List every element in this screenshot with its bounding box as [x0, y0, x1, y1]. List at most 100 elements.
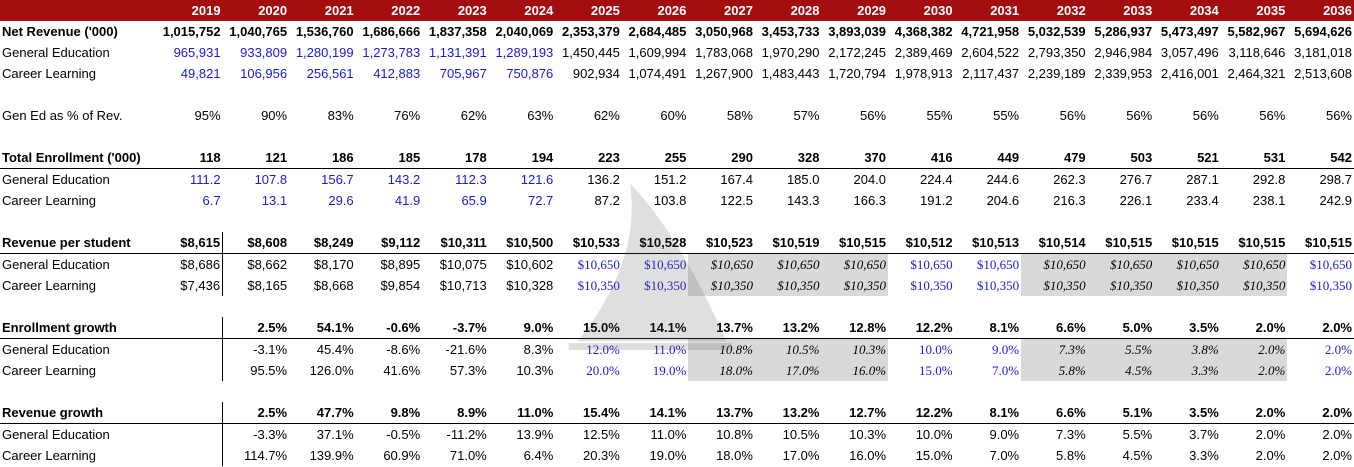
cell-rev-per-student-2034[interactable]: $10,515 — [1154, 232, 1221, 254]
cell-eg-career-2031[interactable]: 7.0% — [992, 363, 1020, 378]
cell-enr-gen-ed-2025[interactable]: 136.2 — [587, 172, 620, 187]
cell-total-enrollment-2031[interactable]: 449 — [954, 147, 1022, 169]
cell-eg-gen-ed-2019[interactable] — [156, 339, 223, 361]
cell-rev-gen-ed-2028[interactable]: 1,970,290 — [761, 45, 820, 60]
cell-rev-gen-ed-2032[interactable]: 2,793,350 — [1027, 45, 1086, 60]
cell-rev-career-2030[interactable]: 1,978,913 — [894, 66, 953, 81]
cell-rev-per-student-2028[interactable]: $10,519 — [754, 232, 822, 254]
cell-rev-career-2021[interactable]: 256,561 — [306, 66, 354, 81]
cell-rps-career-2027[interactable]: $10,350 — [688, 275, 755, 296]
cell-rps-career-2019[interactable]: $7,436 — [180, 278, 221, 293]
cell-rg-gen-ed-2023[interactable]: -11.2% — [446, 427, 487, 442]
cell-enr-career-2023[interactable]: 65.9 — [461, 193, 487, 208]
cell-rps-gen-ed-2020[interactable]: $8,662 — [222, 253, 290, 275]
cell-rev-career-2033[interactable]: 2,339,953 — [1094, 66, 1153, 81]
cell-rev-gen-ed-2034[interactable]: 3,057,496 — [1160, 45, 1219, 60]
cell-rg-career-2024[interactable]: 6.4% — [523, 448, 554, 463]
cell-rev-career-2031[interactable]: 2,117,437 — [962, 66, 1020, 81]
cell-total-enrollment-2027[interactable]: 290 — [688, 147, 755, 169]
cell-rev-gen-ed-2030[interactable]: 2,389,469 — [894, 45, 953, 60]
cell-eg-gen-ed-2031[interactable]: 9.0% — [992, 342, 1020, 357]
cell-net-revenue-2024[interactable]: 2,040,069 — [495, 24, 554, 39]
cell-enrollment-growth-2025[interactable]: 15.0% — [555, 317, 622, 339]
cell-rev-career-2028[interactable]: 1,483,443 — [761, 66, 820, 81]
cell-enr-gen-ed-2023[interactable]: 112.3 — [455, 172, 487, 187]
cell-revenue-growth-2031[interactable]: 8.1% — [954, 402, 1022, 424]
cell-enr-career-2031[interactable]: 204.6 — [986, 193, 1020, 208]
cell-eg-gen-ed-2021[interactable]: 45.4% — [316, 342, 354, 357]
cell-eg-gen-ed-2022[interactable]: -8.6% — [386, 342, 421, 357]
cell-rg-career-2033[interactable]: 4.5% — [1122, 448, 1153, 463]
cell-enrollment-growth-2026[interactable]: 14.1% — [621, 317, 689, 339]
cell-rps-gen-ed-2023[interactable]: $10,075 — [439, 257, 487, 272]
cell-rg-gen-ed-2031[interactable]: 9.0% — [989, 427, 1020, 442]
cell-net-revenue-2027[interactable]: 3,050,968 — [695, 24, 753, 39]
cell-rg-career-2032[interactable]: 5.8% — [1056, 448, 1086, 463]
cell-rg-career-2019[interactable] — [156, 445, 223, 466]
cell-rev-career-2035[interactable]: 2,464,321 — [1227, 66, 1286, 81]
cell-rps-gen-ed-2028[interactable]: $10,650 — [754, 253, 822, 275]
cell-rev-gen-ed-2022[interactable]: 1,273,783 — [362, 45, 421, 60]
cell-net-revenue-2019[interactable]: 1,015,752 — [162, 24, 221, 39]
cell-gen-ed-pct-2020[interactable]: 90% — [261, 108, 288, 123]
cell-rev-gen-ed-2031[interactable]: 2,604,522 — [961, 45, 1020, 60]
cell-eg-career-2032[interactable]: 5.8% — [1021, 360, 1088, 381]
cell-revenue-growth-2036[interactable]: 2.0% — [1287, 402, 1354, 424]
cell-rg-career-2034[interactable]: 3.3% — [1189, 448, 1219, 463]
cell-eg-gen-ed-2030[interactable]: 10.0% — [918, 342, 953, 357]
cell-rg-gen-ed-2033[interactable]: 5.5% — [1122, 427, 1153, 442]
cell-rg-gen-ed-2036[interactable]: 2.0% — [1322, 427, 1352, 442]
cell-rps-gen-ed-2035[interactable]: $10,650 — [1220, 253, 1288, 275]
cell-rg-career-2027[interactable]: 18.0% — [716, 448, 753, 463]
cell-eg-career-2035[interactable]: 2.0% — [1220, 360, 1288, 381]
cell-rg-career-2035[interactable]: 2.0% — [1255, 448, 1286, 463]
cell-enr-career-2025[interactable]: 87.2 — [594, 193, 620, 208]
cell-gen-ed-pct-2031[interactable]: 55% — [993, 108, 1020, 123]
cell-enr-career-2029[interactable]: 166.3 — [853, 193, 887, 208]
cell-enrollment-growth-2022[interactable]: -0.6% — [355, 317, 423, 339]
cell-net-revenue-2023[interactable]: 1,837,358 — [428, 24, 487, 39]
cell-total-enrollment-2022[interactable]: 185 — [355, 147, 423, 169]
cell-net-revenue-2035[interactable]: 5,582,967 — [1227, 24, 1286, 39]
cell-rps-gen-ed-2019[interactable]: $8,686 — [180, 257, 221, 272]
cell-rps-career-2025[interactable]: $10,350 — [577, 278, 620, 293]
cell-revenue-growth-2026[interactable]: 14.1% — [621, 402, 689, 424]
cell-eg-gen-ed-2034[interactable]: 3.8% — [1154, 338, 1221, 360]
cell-net-revenue-2030[interactable]: 4,368,382 — [894, 24, 953, 39]
cell-gen-ed-pct-2024[interactable]: 63% — [527, 108, 554, 123]
cell-revenue-growth-2022[interactable]: 9.8% — [355, 402, 423, 424]
cell-rev-career-2025[interactable]: 902,934 — [572, 66, 620, 81]
cell-enr-career-2030[interactable]: 191.2 — [920, 193, 953, 208]
cell-rg-gen-ed-2022[interactable]: -0.5% — [386, 427, 421, 442]
cell-total-enrollment-2021[interactable]: 186 — [289, 147, 356, 169]
cell-net-revenue-2036[interactable]: 5,694,626 — [1294, 24, 1352, 39]
cell-gen-ed-pct-2034[interactable]: 56% — [1192, 108, 1219, 123]
cell-rps-gen-ed-2030[interactable]: $10,650 — [910, 257, 953, 272]
cell-rev-gen-ed-2021[interactable]: 1,280,199 — [295, 45, 354, 60]
cell-rps-career-2036[interactable]: $10,350 — [1309, 278, 1352, 293]
cell-net-revenue-2033[interactable]: 5,286,937 — [1094, 24, 1153, 39]
cell-total-enrollment-2030[interactable]: 416 — [888, 147, 955, 169]
cell-rev-gen-ed-2023[interactable]: 1,131,391 — [428, 45, 487, 60]
cell-total-enrollment-2026[interactable]: 255 — [621, 147, 689, 169]
cell-revenue-growth-2034[interactable]: 3.5% — [1154, 402, 1221, 424]
cell-rev-per-student-2021[interactable]: $8,249 — [289, 232, 356, 254]
cell-eg-career-2025[interactable]: 20.0% — [586, 363, 620, 378]
cell-revenue-growth-2033[interactable]: 5.1% — [1087, 402, 1155, 424]
cell-eg-gen-ed-2024[interactable]: 8.3% — [523, 342, 554, 357]
cell-eg-career-2028[interactable]: 17.0% — [754, 360, 822, 381]
cell-gen-ed-pct-2021[interactable]: 83% — [327, 108, 354, 123]
cell-rev-per-student-2023[interactable]: $10,311 — [422, 232, 489, 254]
cell-revenue-growth-2019[interactable] — [156, 402, 223, 424]
cell-eg-gen-ed-2028[interactable]: 10.5% — [754, 338, 822, 360]
cell-gen-ed-pct-2033[interactable]: 56% — [1126, 108, 1153, 123]
cell-net-revenue-2020[interactable]: 1,040,765 — [229, 24, 288, 39]
cell-gen-ed-pct-2029[interactable]: 56% — [860, 108, 887, 123]
cell-eg-career-2019[interactable] — [156, 360, 223, 381]
cell-enr-career-2022[interactable]: 41.9 — [394, 193, 421, 208]
cell-net-revenue-2034[interactable]: 5,473,497 — [1160, 24, 1219, 39]
cell-net-revenue-2021[interactable]: 1,536,760 — [295, 24, 354, 39]
cell-total-enrollment-2029[interactable]: 370 — [821, 147, 889, 169]
cell-rg-career-2021[interactable]: 139.9% — [309, 448, 354, 463]
cell-rev-per-student-2024[interactable]: $10,500 — [488, 232, 556, 254]
